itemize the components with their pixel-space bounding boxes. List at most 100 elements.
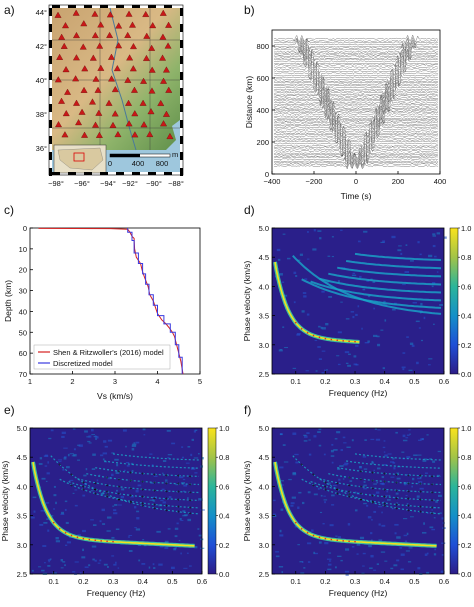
heatmap-speckle xyxy=(51,515,54,517)
pick-marker: + xyxy=(165,473,168,479)
pick-marker: + xyxy=(312,483,315,489)
pick-point xyxy=(348,540,350,543)
heatmap-speckle xyxy=(396,559,400,562)
heatmap-speckle xyxy=(330,455,335,457)
heatmap-speckle xyxy=(308,439,311,441)
panel-b-plot-area xyxy=(272,30,440,174)
heatmap-speckle xyxy=(340,559,343,562)
heatmap-speckle xyxy=(42,545,47,547)
frame-segment xyxy=(164,5,172,8)
heatmap-speckle xyxy=(318,325,321,328)
pick-marker: + xyxy=(419,497,422,503)
pick-marker: + xyxy=(383,495,386,501)
trace-line xyxy=(274,68,438,75)
heatmap-speckle xyxy=(363,484,367,487)
frame-segment xyxy=(180,40,183,48)
pick-marker: + xyxy=(300,463,303,469)
heatmap-speckle xyxy=(344,351,350,354)
heatmap-speckle xyxy=(46,518,49,520)
heatmap-speckle xyxy=(160,499,164,502)
heatmap-speckle xyxy=(380,551,386,553)
heatmap-speckle xyxy=(79,572,82,575)
x-tick-label: 0.3 xyxy=(350,377,360,386)
heatmap-speckle xyxy=(130,495,134,498)
heatmap-speckle xyxy=(301,310,305,313)
colorbar-tick-label: 0.8 xyxy=(461,453,471,462)
panel-b-ylabel: Distance (km) xyxy=(244,76,254,129)
heatmap-speckle xyxy=(323,369,326,371)
pick-marker: + xyxy=(106,475,109,481)
pick-marker: + xyxy=(189,511,192,517)
pick-marker: + xyxy=(189,482,192,488)
frame-segment xyxy=(49,120,52,128)
heatmap-speckle xyxy=(434,548,437,551)
heatmap-speckle xyxy=(74,504,78,507)
heatmap-speckle xyxy=(409,342,414,346)
x-tick-label: 0.6 xyxy=(439,377,449,386)
heatmap-speckle xyxy=(424,472,428,474)
heatmap-speckle xyxy=(412,301,417,304)
heatmap-speckle xyxy=(299,561,304,563)
heatmap-speckle xyxy=(275,551,280,553)
heatmap-speckle xyxy=(345,548,350,551)
heatmap-speckle xyxy=(306,432,310,434)
heatmap-speckle xyxy=(188,565,192,567)
heatmap-ylabel: Phase velocity (km/s) xyxy=(242,460,252,541)
heatmap-speckle xyxy=(296,333,301,336)
pick-marker: + xyxy=(383,487,386,493)
station-triangle xyxy=(95,131,103,138)
heatmap-speckle xyxy=(372,334,378,338)
pick-point xyxy=(52,521,55,524)
heatmap-speckle xyxy=(346,446,351,448)
heatmap-speckle xyxy=(302,292,307,294)
heatmap-speckle xyxy=(314,339,318,342)
station-triangle xyxy=(72,9,80,16)
scale-label-400: 400 xyxy=(132,159,145,168)
heatmap-speckle xyxy=(382,367,385,370)
heatmap-speckle xyxy=(381,524,386,527)
x-tick-label: 0.3 xyxy=(350,577,360,586)
heatmap-speckle xyxy=(161,488,165,491)
heatmap-speckle xyxy=(334,438,338,440)
heatmap-speckle xyxy=(83,474,87,477)
heatmap-speckle xyxy=(71,455,76,457)
pick-point xyxy=(300,327,303,330)
heatmap-speckle xyxy=(314,552,318,555)
lat-tick-label: 36° xyxy=(36,144,47,153)
heatmap-speckle xyxy=(376,563,380,566)
y-tick-label: 5.0 xyxy=(17,424,27,433)
heatmap-speckle xyxy=(81,556,86,559)
heatmap-speckle xyxy=(134,506,137,509)
pick-marker: + xyxy=(407,497,410,503)
heatmap-speckle xyxy=(112,505,115,507)
heatmap-speckle xyxy=(95,437,97,440)
heatmap-speckle xyxy=(61,511,64,515)
heatmap-speckle xyxy=(77,459,81,461)
heatmap-speckle xyxy=(193,457,199,459)
y-tick-label: 600 xyxy=(256,74,269,83)
heatmap-speckle xyxy=(397,249,402,252)
pick-marker: + xyxy=(129,493,132,499)
panel-c-ylabel: Depth (km) xyxy=(3,280,13,322)
pick-marker: + xyxy=(431,511,434,517)
pick-point xyxy=(112,540,114,543)
heatmap-speckle xyxy=(101,493,104,495)
heatmap-speckle xyxy=(363,230,368,233)
pick-marker: + xyxy=(419,474,422,480)
station-triangle xyxy=(146,130,154,137)
heatmap-speckle xyxy=(342,436,346,439)
heatmap-speckle xyxy=(64,500,68,503)
pick-marker: + xyxy=(177,482,180,488)
heatmap-speckle xyxy=(53,508,55,510)
station-triangle xyxy=(131,131,139,138)
heatmap-speckle xyxy=(142,428,146,431)
pick-marker: + xyxy=(153,503,156,509)
pick-marker: + xyxy=(407,481,410,487)
pick-marker: + xyxy=(165,497,168,503)
pick-point xyxy=(354,340,356,343)
heatmap-speckle xyxy=(91,428,94,432)
y-tick-label: 3.0 xyxy=(259,541,269,550)
higher-mode-branch xyxy=(77,478,200,494)
trace-line xyxy=(274,106,438,115)
